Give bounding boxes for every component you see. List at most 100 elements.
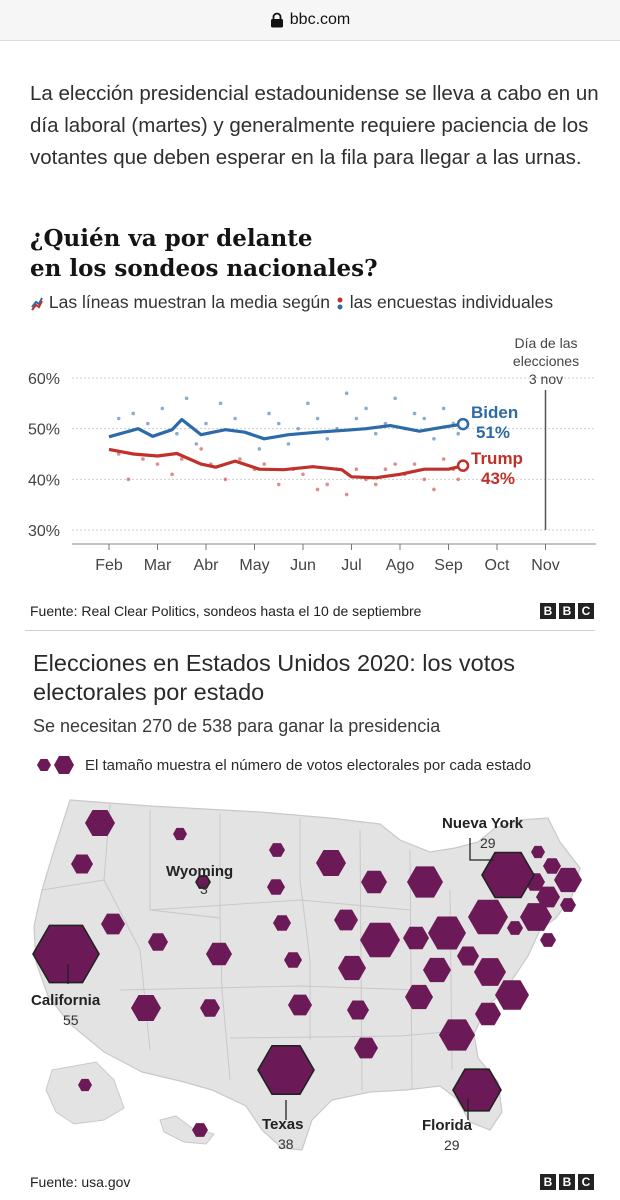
trump-poll-dot: [199, 447, 203, 451]
lock-icon: [270, 12, 283, 28]
state-hexagon: [536, 886, 560, 908]
state-hexagon: [334, 909, 358, 931]
biden-poll-dot: [146, 421, 150, 426]
biden-poll-dot: [344, 391, 349, 395]
biden-poll-dot: [218, 401, 223, 406]
address-bar[interactable]: bbc.com: [0, 0, 620, 41]
trump-poll-dot: [456, 477, 461, 482]
highlighted-state-hexagon: [195, 875, 211, 889]
election-label-3: 3 nov: [529, 371, 563, 387]
biden-poll-dot: [412, 411, 417, 416]
polls-line-chart: 60% 50% 40% 30% Feb Mar Abr May Jun Jul Ago Sep Oct…: [28, 335, 596, 574]
biden-poll-dot: [267, 411, 271, 416]
state-hexagon: [131, 995, 161, 1021]
newyork-label: Nueva York: [442, 815, 524, 832]
us-electoral-map: California 55 Texas 38 Florida 29 Nueva …: [31, 799, 582, 1153]
biden-poll-dot: [364, 406, 368, 411]
biden-poll-dot: [456, 431, 461, 436]
trump-poll-dot: [412, 462, 417, 466]
trump-poll-dot: [238, 457, 242, 461]
newyork-votes: 29: [480, 835, 496, 851]
x-tick-label: Abr: [194, 557, 220, 574]
state-hexagon: [269, 843, 285, 857]
state-hexagon: [206, 942, 232, 966]
label-pointers: [67, 838, 494, 1120]
biden-poll-dot: [354, 416, 359, 421]
trump-poll-dot: [344, 492, 349, 497]
biden-poll-dot: [233, 416, 237, 421]
x-tick-label: Oct: [485, 557, 510, 574]
electoral-legend-text: El tamaño muestra el número de votos ele…: [85, 756, 532, 774]
electoral-source: Fuente: usa.gov: [30, 1174, 131, 1190]
average-lines-icon: [31, 297, 43, 311]
bbc-logo-b2: B: [559, 603, 575, 619]
state-hexagon: [200, 999, 220, 1017]
state-hexagon: [439, 1019, 475, 1051]
legend-text-polls: las encuestas individuales: [349, 292, 554, 312]
alaska-shape: [45, 1061, 125, 1125]
biden-poll-dot: [441, 406, 446, 411]
biden-poll-dot: [204, 421, 208, 426]
bbc-logo: B B C: [540, 603, 594, 619]
y-tick-label: 40%: [28, 472, 60, 489]
state-hexagon: [540, 933, 556, 947]
state-hexagon: [78, 1078, 92, 1092]
state-hexagon: [267, 879, 285, 895]
bbc-logo-b1: B: [540, 603, 556, 619]
trump-poll-dot: [126, 477, 131, 482]
state-hexagon: [428, 916, 466, 950]
state-hexagon: [338, 955, 366, 981]
x-tick-label: May: [239, 557, 269, 574]
y-tick-label: 30%: [28, 523, 60, 540]
trump-average-line: [108, 447, 464, 480]
state-hexagon: [273, 915, 291, 931]
y-tick-label: 60%: [28, 371, 60, 388]
bbc-logo-c-bottom: C: [578, 1174, 594, 1190]
electoral-title: Elecciones en Estados Unidos 2020: los v…: [33, 650, 516, 705]
state-hexagon: [507, 921, 523, 935]
california-label: California: [31, 992, 101, 1009]
state-hexagon: [468, 899, 508, 935]
biden-poll-dot: [373, 431, 378, 436]
state-hexagon: [475, 1002, 501, 1026]
state-hexagon: [520, 903, 552, 931]
polls-title-line1: ¿Quién va por delante: [30, 225, 313, 252]
polls-title: ¿Quién va por delante en los sondeos nac…: [30, 224, 378, 284]
article-intro: La elección presidencial estadounidense …: [30, 82, 599, 169]
state-hexagon: [531, 845, 545, 859]
trump-poll-dot: [179, 457, 184, 461]
state-hexagon: [560, 898, 576, 912]
polls-title-line2: en los sondeos nacionales?: [30, 255, 378, 282]
biden-label: Biden: [471, 403, 518, 422]
state-hexagon: [192, 1123, 208, 1137]
chart-poll-dots: [116, 391, 461, 497]
trump-poll-dot: [301, 472, 305, 477]
x-tick-label: Nov: [531, 557, 559, 574]
highlighted-state-hexagon: [452, 1068, 502, 1112]
trump-poll-dot: [116, 452, 121, 456]
section-divider: [25, 630, 595, 631]
trump-poll-dot: [373, 482, 378, 487]
chart-average-lines: [108, 417, 470, 480]
biden-poll-dot: [184, 396, 189, 401]
biden-poll-dot: [175, 431, 179, 436]
trump-poll-dot: [315, 487, 320, 492]
state-hexagon: [361, 870, 387, 894]
bbc-logo-bottom: B B C: [540, 1174, 594, 1190]
trump-poll-dot: [141, 457, 145, 461]
chart-x-ticks: Feb Mar Abr May Jun Jul Ago Sep Oct Nov: [95, 544, 560, 574]
biden-poll-dot: [296, 426, 300, 431]
wyoming-label: Wyoming: [166, 863, 233, 880]
biden-poll-dot: [315, 416, 320, 421]
state-hexagon: [347, 1000, 369, 1020]
state-hexagon: [407, 866, 443, 898]
trump-end-marker: [456, 459, 470, 472]
biden-average-line: [108, 417, 464, 441]
state-hexagon: [148, 933, 168, 951]
trump-poll-dot: [155, 462, 160, 466]
state-hexagon: [457, 946, 479, 966]
trump-poll-dot: [354, 467, 359, 471]
biden-poll-dot: [276, 421, 281, 426]
url-text: bbc.com: [289, 11, 351, 28]
state-hexagon: [360, 922, 400, 958]
